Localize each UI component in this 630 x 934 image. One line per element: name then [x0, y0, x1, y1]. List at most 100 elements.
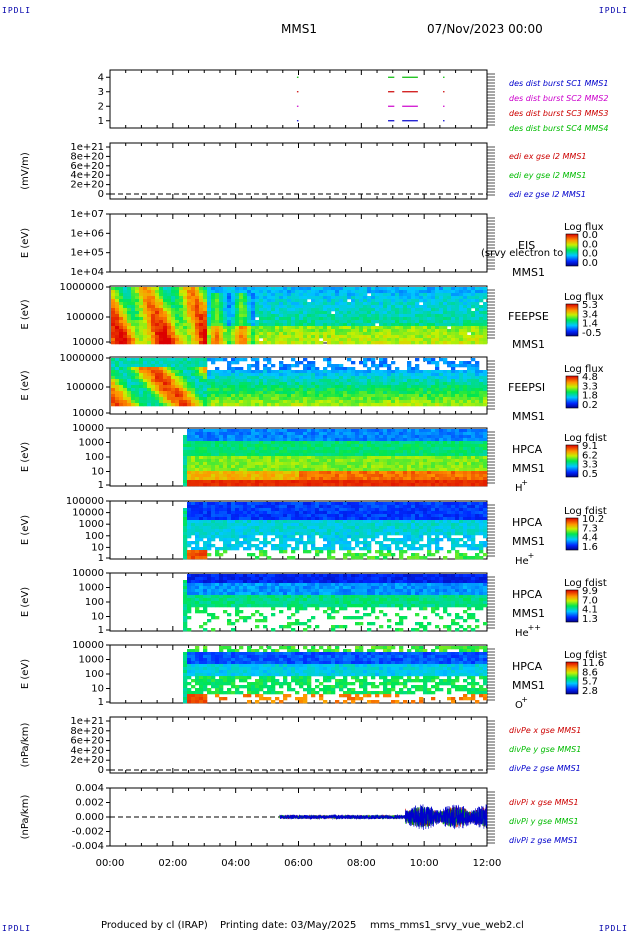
heatmap-cell	[391, 438, 396, 442]
heatmap-cell	[123, 379, 128, 383]
heatmap-cell	[159, 379, 164, 383]
heatmap-cell	[335, 290, 340, 294]
heatmap-cell	[227, 438, 232, 442]
heatmap-cell	[155, 361, 160, 365]
heatmap-cell	[231, 391, 236, 395]
heatmap-cell	[311, 385, 316, 389]
heatmap-cell	[127, 320, 132, 324]
heatmap-cell	[447, 474, 452, 478]
heatmap-cell	[219, 394, 224, 398]
heatmap-cell	[263, 287, 268, 291]
heatmap-cell	[131, 317, 136, 321]
heatmap-cell	[267, 323, 272, 327]
heatmap-cell	[291, 341, 296, 345]
heatmap-cell	[219, 379, 224, 383]
heatmap-cell	[187, 379, 192, 383]
heatmap-cell	[123, 308, 128, 312]
heatmap-cell	[211, 429, 216, 433]
heatmap-cell	[427, 397, 432, 401]
heatmap-cell	[367, 444, 372, 448]
heatmap-cell	[287, 379, 292, 383]
heatmap-cell	[171, 329, 176, 333]
heatmap-cell	[219, 323, 224, 327]
heatmap-cell	[199, 385, 204, 389]
heatmap-cell	[167, 403, 172, 407]
heatmap-cell	[331, 438, 336, 442]
heatmap-cell	[399, 332, 404, 336]
heatmap-cell	[311, 335, 316, 339]
heatmap-cell	[323, 468, 328, 472]
heatmap-cell	[399, 373, 404, 377]
heatmap-cell	[115, 320, 120, 324]
heatmap-cell	[243, 438, 248, 442]
heatmap-cell	[311, 376, 316, 380]
heatmap-cell	[183, 376, 188, 380]
heatmap-cell	[247, 290, 252, 294]
heatmap-cell	[471, 302, 476, 306]
heatmap-cell	[259, 450, 264, 454]
heatmap-cell	[147, 358, 152, 362]
heatmap-cell	[311, 317, 316, 321]
heatmap-cell	[335, 323, 340, 327]
burst-legend-entry: des dist burst SC2 MMS2	[509, 94, 608, 103]
heatmap-cell	[443, 299, 448, 303]
heatmap-cell	[283, 373, 288, 377]
heatmap-cell	[255, 432, 260, 436]
heatmap-cell	[291, 335, 296, 339]
heatmap-cell	[215, 379, 220, 383]
heatmap-cell	[227, 400, 232, 404]
heatmap-cell	[387, 367, 392, 371]
heatmap-cell	[307, 370, 312, 374]
heatmap-cell	[291, 358, 296, 362]
heatmap-cell	[423, 462, 428, 466]
heatmap-cell	[379, 438, 384, 442]
heatmap-cell	[219, 447, 224, 451]
heatmap-cell	[447, 447, 452, 451]
heatmap-cell	[215, 435, 220, 439]
heatmap-cell	[379, 290, 384, 294]
heatmap-cell	[367, 438, 372, 442]
heatmap-cell	[163, 361, 168, 365]
heatmap-cell	[215, 444, 220, 448]
heatmap-cell	[235, 293, 240, 297]
heatmap-cell	[459, 296, 464, 300]
heatmap-cell	[403, 326, 408, 330]
heatmap-cell	[379, 403, 384, 407]
heatmap-cell	[323, 400, 328, 404]
heatmap-cell	[407, 435, 412, 439]
heatmap-cell	[383, 329, 388, 333]
heatmap-cell	[287, 367, 292, 371]
heatmap-cell	[407, 361, 412, 365]
heatmap-cell	[307, 296, 312, 300]
heatmap-cell	[451, 397, 456, 401]
heatmap-cell	[147, 314, 152, 318]
heatmap-cell	[331, 394, 336, 398]
heatmap-cell	[375, 311, 380, 315]
heatmap-cell	[175, 403, 180, 407]
heatmap-cell	[171, 358, 176, 362]
heatmap-cell	[395, 293, 400, 297]
heatmap-cell	[119, 379, 124, 383]
heatmap-cell	[255, 367, 260, 371]
heatmap-cell	[215, 290, 220, 294]
heatmap-cell	[335, 332, 340, 336]
heatmap-cell	[231, 296, 236, 300]
heatmap-cell	[483, 287, 488, 291]
heatmap-cell	[275, 323, 280, 327]
heatmap-cell	[247, 382, 252, 386]
heatmap-cell	[195, 287, 200, 291]
heatmap-cell	[191, 388, 196, 392]
heatmap-cell	[451, 432, 456, 436]
heatmap-cell	[387, 474, 392, 478]
heatmap-cell	[463, 296, 468, 300]
heatmap-cell	[271, 477, 276, 481]
heatmap-cell	[395, 329, 400, 333]
heatmap-cell	[139, 370, 144, 374]
heatmap-cell	[295, 441, 300, 445]
heatmap-cell	[295, 483, 300, 487]
heatmap-cell	[395, 480, 400, 484]
heatmap-cell	[443, 287, 448, 291]
heatmap-cell	[403, 323, 408, 327]
heatmap-cell	[423, 370, 428, 374]
heatmap-cell	[263, 370, 268, 374]
